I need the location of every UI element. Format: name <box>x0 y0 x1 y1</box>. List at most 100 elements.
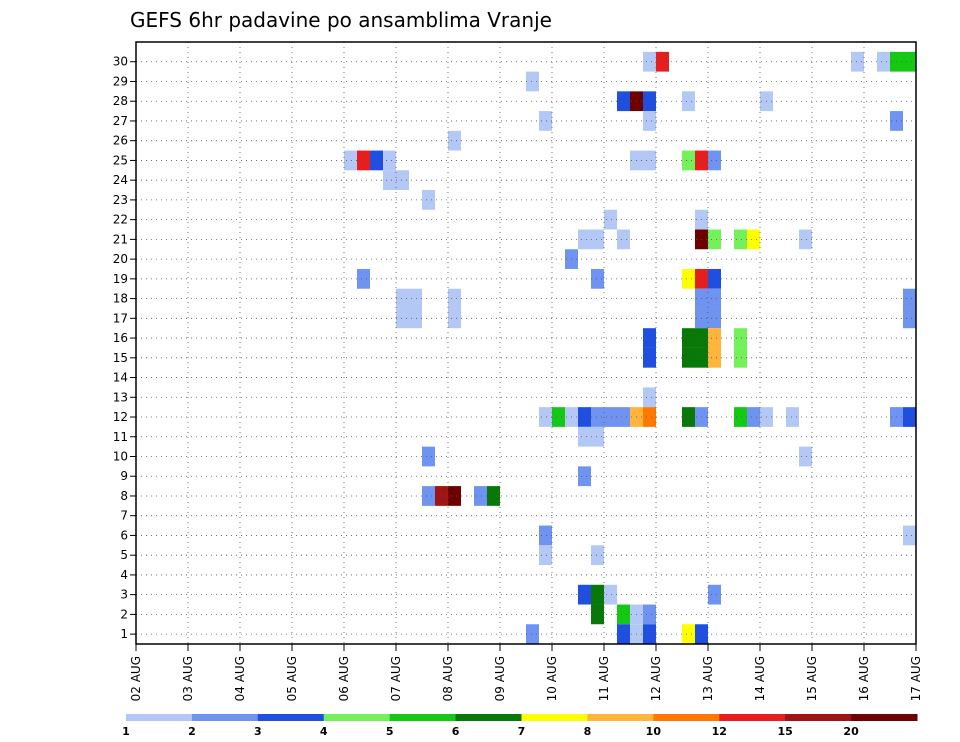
y-tick-label: 2 <box>120 607 128 621</box>
heatmap-cell <box>734 328 747 348</box>
heatmap-cell <box>526 71 539 92</box>
x-tick-label: 11 AUG <box>597 656 611 701</box>
heatmap-cell <box>448 486 461 506</box>
heatmap-cell <box>617 604 630 625</box>
heatmap-cell <box>617 407 630 427</box>
colorbar-swatch <box>653 714 720 721</box>
colorbar-swatch <box>191 714 259 721</box>
heatmap-cell <box>591 407 604 427</box>
heatmap-cell <box>656 51 669 72</box>
heatmap-cell <box>448 130 461 151</box>
heatmap-cell <box>591 545 604 566</box>
heatmap-cell <box>643 387 656 408</box>
heatmap-cell <box>643 150 656 171</box>
heatmap-cell <box>643 51 656 72</box>
colorbar-label: 5 <box>386 725 394 738</box>
heatmap-cell <box>617 91 630 112</box>
heatmap-cell <box>383 170 396 191</box>
x-tick-label: 12 AUG <box>649 656 663 701</box>
heatmap-cell <box>344 150 357 171</box>
heatmap-cell <box>539 111 552 131</box>
x-tick-label: 05 AUG <box>285 656 299 701</box>
heatmap-cell <box>552 407 565 427</box>
heatmap-cell <box>604 584 617 605</box>
heatmap-cell <box>708 150 721 171</box>
heatmap-cell <box>539 525 552 546</box>
colorbar-swatch <box>455 714 522 721</box>
heatmap-cell <box>708 288 721 309</box>
heatmap-cell <box>682 91 695 112</box>
heatmap-cell <box>526 624 539 644</box>
colorbar-swatch <box>587 714 654 721</box>
heatmap-cell <box>422 446 435 467</box>
colorbar-swatch <box>323 714 391 721</box>
colorbar-label: 10 <box>646 725 662 738</box>
y-tick-label: 23 <box>113 193 128 207</box>
y-tick-label: 22 <box>113 213 128 227</box>
x-tick-label: 02 AUG <box>129 656 143 701</box>
y-tick-label: 5 <box>120 548 128 562</box>
colorbar-label: 6 <box>452 725 460 738</box>
heatmap-cell <box>357 150 370 171</box>
colorbar-label: 1 <box>122 725 130 738</box>
heatmap-cell <box>708 268 721 289</box>
heatmap-cell <box>591 604 604 625</box>
y-tick-label: 27 <box>113 114 128 128</box>
colorbar-swatch <box>257 714 325 721</box>
heatmap-cell <box>708 584 721 605</box>
y-tick-label: 8 <box>120 489 128 503</box>
heatmap-cell <box>903 51 916 72</box>
y-tick-label: 24 <box>113 173 128 187</box>
heatmap-cell <box>682 328 695 348</box>
x-tick-label: 04 AUG <box>233 656 247 701</box>
heatmap-cell <box>448 288 461 309</box>
heatmap-cell <box>604 209 617 230</box>
axes-layer: 02 AUG 03 AUG 04 AUG 05 AUG 06 AUG 07 AUG 08 A… <box>113 55 923 702</box>
y-tick-label: 6 <box>120 528 128 542</box>
heatmap-cell <box>409 288 422 309</box>
heatmap-cell <box>747 407 760 427</box>
heatmap-cell <box>643 407 656 427</box>
y-tick-label: 25 <box>113 153 128 167</box>
heatmap-cell <box>643 111 656 131</box>
heatmap-cell <box>903 525 916 546</box>
colorbar-label: 2 <box>188 725 196 738</box>
heatmap-cell <box>604 407 617 427</box>
heatmap-cell <box>786 407 799 427</box>
y-tick-label: 15 <box>113 351 128 365</box>
y-tick-label: 26 <box>113 134 128 148</box>
y-tick-label: 19 <box>113 272 128 286</box>
heatmap-cell <box>474 486 487 506</box>
x-tick-label: 06 AUG <box>337 656 351 701</box>
colorbar-swatch <box>851 714 918 721</box>
heatmap-cell <box>578 466 591 487</box>
colorbar-label: 20 <box>843 725 859 738</box>
colorbar-label: 15 <box>778 725 793 738</box>
y-tick-label: 11 <box>113 430 128 444</box>
heatmap-cell <box>877 51 890 72</box>
x-tick-label: 14 AUG <box>753 656 767 701</box>
y-tick-label: 13 <box>113 390 128 404</box>
heatmap-cell <box>682 624 695 644</box>
heatmap-cell <box>682 150 695 171</box>
heatmap-cell <box>409 308 422 329</box>
cells-layer <box>344 51 916 644</box>
x-tick-label: 17 AUG <box>909 656 923 701</box>
heatmap-cell <box>799 446 812 467</box>
heatmap-cell <box>903 308 916 329</box>
heatmap-cell <box>643 347 656 368</box>
heatmap-cell <box>357 268 370 289</box>
y-tick-label: 28 <box>113 94 128 108</box>
heatmap-cell <box>591 229 604 250</box>
heatmap-cell <box>396 308 409 329</box>
heatmap-cell <box>396 288 409 309</box>
colorbar-label: 8 <box>584 725 592 738</box>
heatmap-cell <box>539 545 552 566</box>
x-tick-label: 07 AUG <box>389 656 403 701</box>
heatmap-cell <box>591 426 604 447</box>
y-tick-label: 18 <box>113 292 128 306</box>
y-tick-label: 1 <box>120 627 128 641</box>
y-tick-label: 7 <box>120 509 128 523</box>
heatmap-cell <box>383 150 396 171</box>
